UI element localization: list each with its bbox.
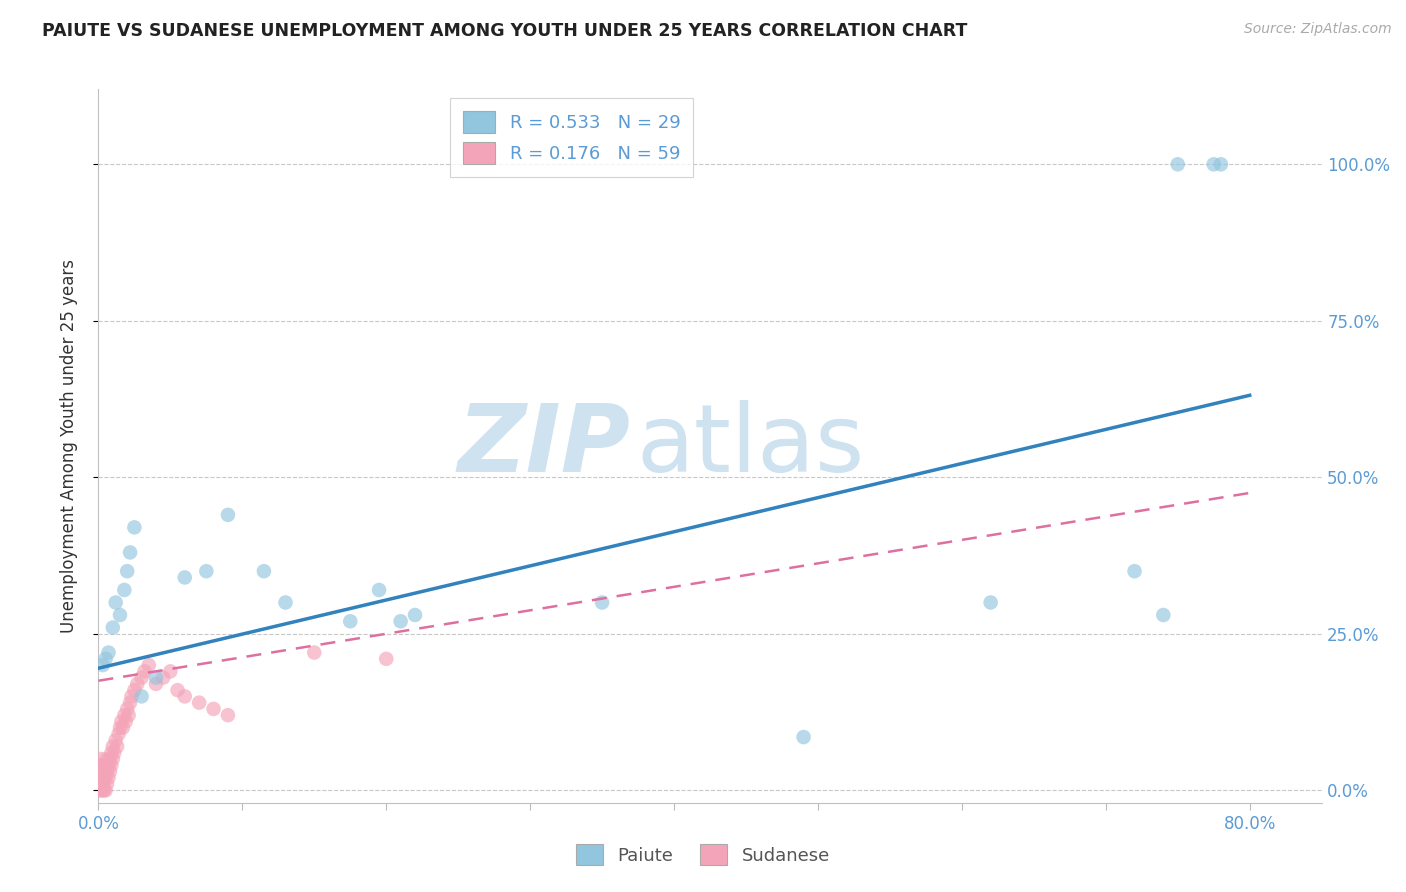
Point — [793, 730, 815, 744]
Point — [124, 683, 146, 698]
Point — [94, 758, 117, 772]
Point — [375, 652, 398, 666]
Legend: Paiute, Sudanese: Paiute, Sudanese — [567, 835, 839, 874]
Point — [90, 783, 112, 797]
Point — [104, 595, 127, 609]
Point — [112, 708, 135, 723]
Point — [166, 683, 188, 698]
Point — [91, 777, 114, 791]
Point — [91, 758, 114, 772]
Point — [120, 696, 142, 710]
Point — [93, 783, 115, 797]
Point — [111, 721, 134, 735]
Point — [91, 783, 114, 797]
Point — [217, 708, 239, 723]
Point — [107, 727, 129, 741]
Point — [110, 714, 132, 729]
Point — [108, 607, 131, 622]
Point — [159, 665, 181, 679]
Point — [389, 614, 412, 628]
Point — [105, 739, 128, 754]
Point — [89, 764, 111, 779]
Point — [93, 764, 115, 779]
Legend: R = 0.533   N = 29, R = 0.176   N = 59: R = 0.533 N = 29, R = 0.176 N = 59 — [450, 98, 693, 177]
Point — [93, 771, 115, 785]
Point — [96, 752, 118, 766]
Point — [115, 702, 138, 716]
Point — [97, 646, 120, 660]
Point — [195, 564, 218, 578]
Point — [108, 721, 131, 735]
Text: PAIUTE VS SUDANESE UNEMPLOYMENT AMONG YOUTH UNDER 25 YEARS CORRELATION CHART: PAIUTE VS SUDANESE UNEMPLOYMENT AMONG YO… — [42, 22, 967, 40]
Point — [304, 646, 326, 660]
Point — [101, 752, 124, 766]
Point — [103, 746, 125, 760]
Point — [980, 595, 1002, 609]
Point — [104, 733, 127, 747]
Point — [1152, 607, 1174, 622]
Point — [134, 665, 156, 679]
Point — [90, 764, 112, 779]
Point — [339, 614, 361, 628]
Point — [404, 607, 426, 622]
Point — [274, 595, 297, 609]
Point — [96, 777, 118, 791]
Point — [188, 696, 211, 710]
Point — [94, 652, 117, 666]
Point — [1167, 157, 1189, 171]
Point — [91, 771, 114, 785]
Point — [96, 764, 118, 779]
Point — [100, 746, 122, 760]
Point — [90, 771, 112, 785]
Point — [112, 582, 135, 597]
Point — [90, 752, 112, 766]
Point — [98, 764, 121, 779]
Point — [131, 671, 153, 685]
Point — [117, 708, 139, 723]
Point — [114, 714, 136, 729]
Point — [94, 783, 117, 797]
Point — [368, 582, 391, 597]
Point — [131, 690, 153, 704]
Point — [101, 621, 124, 635]
Text: ZIP: ZIP — [457, 400, 630, 492]
Point — [173, 690, 195, 704]
Point — [173, 570, 195, 584]
Point — [101, 739, 124, 754]
Point — [127, 677, 149, 691]
Point — [115, 564, 138, 578]
Point — [98, 752, 121, 766]
Text: Source: ZipAtlas.com: Source: ZipAtlas.com — [1244, 22, 1392, 37]
Point — [1202, 157, 1225, 171]
Point — [253, 564, 276, 578]
Point — [91, 658, 114, 673]
Point — [152, 671, 174, 685]
Point — [90, 777, 112, 791]
Point — [120, 545, 142, 559]
Point — [145, 677, 167, 691]
Point — [591, 595, 613, 609]
Text: atlas: atlas — [637, 400, 865, 492]
Point — [100, 758, 122, 772]
Point — [89, 783, 111, 797]
Point — [1209, 157, 1232, 171]
Point — [145, 671, 167, 685]
Point — [97, 758, 120, 772]
Point — [97, 771, 120, 785]
Point — [121, 690, 143, 704]
Point — [124, 520, 146, 534]
Point — [217, 508, 239, 522]
Point — [94, 771, 117, 785]
Point — [89, 777, 111, 791]
Point — [1123, 564, 1146, 578]
Point — [89, 758, 111, 772]
Point — [89, 771, 111, 785]
Point — [202, 702, 225, 716]
Point — [138, 658, 160, 673]
Y-axis label: Unemployment Among Youth under 25 years: Unemployment Among Youth under 25 years — [59, 259, 77, 633]
